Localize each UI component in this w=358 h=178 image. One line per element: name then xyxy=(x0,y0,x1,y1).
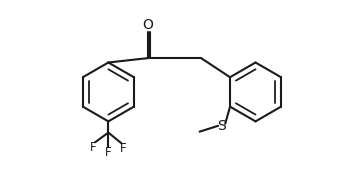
Text: F: F xyxy=(120,142,127,155)
Text: S: S xyxy=(217,119,226,133)
Text: F: F xyxy=(90,141,96,154)
Text: F: F xyxy=(105,146,112,159)
Text: O: O xyxy=(142,18,154,32)
